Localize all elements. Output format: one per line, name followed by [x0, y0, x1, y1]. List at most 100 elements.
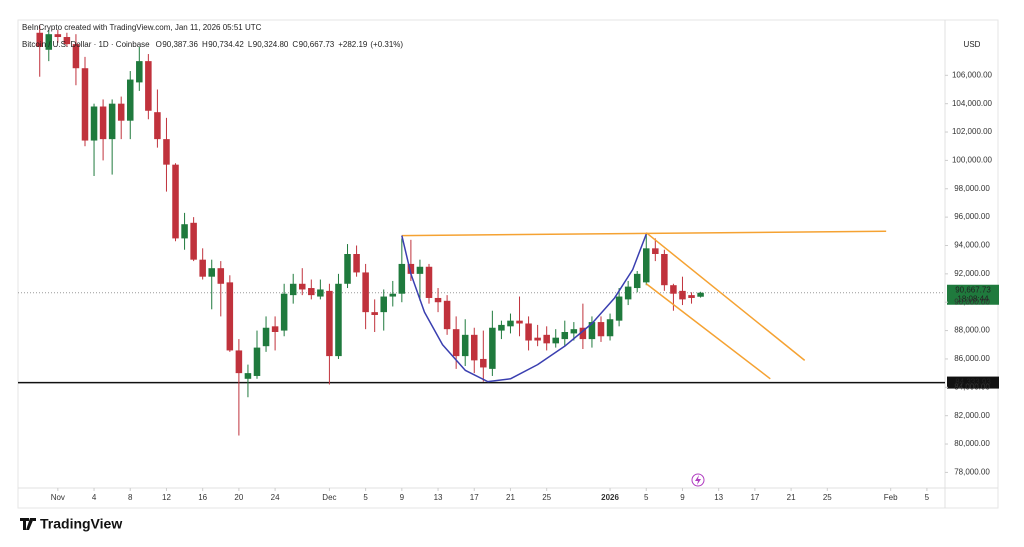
candle-body [253, 347, 261, 376]
y-tick-label: 102,000.00 [952, 127, 993, 136]
y-tick-label: 94,000.00 [954, 241, 990, 250]
candle-body [317, 289, 324, 297]
candle-body [597, 322, 605, 337]
x-tick-label: 13 [434, 493, 443, 502]
candle-body [398, 263, 406, 294]
candle-body [81, 68, 89, 141]
symbol-label: Bitcoin / U.S. Dollar · 1D · Coinbase [22, 40, 150, 49]
candle-body [470, 334, 478, 361]
candle-body [181, 224, 188, 239]
candle-body [280, 293, 288, 331]
candle-body [54, 34, 62, 38]
candle-body [516, 320, 523, 324]
x-tick-label: 9 [680, 493, 685, 502]
candle-body [126, 79, 134, 121]
y-tick-label: 106,000.00 [952, 70, 993, 79]
candle-body [136, 61, 143, 83]
x-tick-label: 17 [470, 493, 479, 502]
brand-logo: TradingView [20, 516, 122, 532]
candle-body [199, 259, 206, 277]
legend-value: 90,667.73 [299, 40, 335, 49]
x-tick-label: 25 [542, 493, 551, 502]
candle-body [606, 319, 614, 337]
candle-body [235, 350, 243, 374]
y-tick-label: 82,000.00 [954, 411, 990, 420]
candle-body [154, 112, 161, 140]
y-tick-label: 78,000.00 [954, 468, 990, 477]
chart-frame [17, 19, 999, 509]
x-tick-label: Dec [322, 493, 336, 502]
x-tick-label: Feb [884, 493, 898, 502]
candle-body [226, 282, 234, 351]
candle-body [63, 37, 71, 45]
x-tick-label: 4 [92, 493, 97, 502]
candle-body [90, 106, 98, 141]
candle-body [633, 273, 641, 289]
candle-body [45, 34, 53, 50]
x-tick-label: 21 [787, 493, 796, 502]
candle-body [244, 373, 252, 379]
candle-body [452, 329, 460, 357]
countdown-label: 18:08:44 [957, 294, 989, 303]
candle-body [407, 263, 415, 274]
candle-body [688, 295, 695, 298]
x-tick-label: 21 [506, 493, 515, 502]
legend-value: 90,387.36 [162, 40, 198, 49]
legend-key: O [156, 40, 162, 49]
candle-body [289, 283, 297, 296]
candle-body [262, 327, 270, 347]
legend-key: L [248, 40, 253, 49]
x-tick-label: 9 [400, 493, 405, 502]
candle-body [534, 337, 541, 341]
legend-value: 90,734.42 [208, 40, 244, 49]
y-tick-label: 84,000.00 [954, 382, 990, 391]
plot-area [18, 25, 945, 436]
x-tick-label: 12 [162, 493, 171, 502]
candle-body [344, 254, 351, 284]
candle-body [217, 268, 225, 284]
y-tick-label: 80,000.00 [954, 439, 990, 448]
candle-body [579, 327, 587, 340]
candle-body [624, 286, 632, 300]
y-tick-label: 98,000.00 [954, 184, 990, 193]
candle-body [362, 272, 369, 313]
candle-body [670, 285, 677, 294]
candle-body [190, 222, 197, 260]
x-tick-label: 5 [925, 493, 930, 502]
y-tick-label: 92,000.00 [954, 269, 990, 278]
candle-body [615, 296, 623, 321]
y-tick-label: 96,000.00 [954, 212, 990, 221]
legend-value: (+0.31%) [370, 40, 403, 49]
candle-body [507, 320, 514, 327]
x-tick-label: Nov [51, 493, 65, 502]
candle-body [416, 266, 424, 274]
brand-name: TradingView [40, 516, 122, 532]
x-tick-label: 5 [644, 493, 649, 502]
x-tick-label: 13 [714, 493, 723, 502]
last-price-box [947, 284, 999, 305]
y-tick-label: 100,000.00 [952, 156, 993, 165]
legend-key: H [202, 40, 208, 49]
candle-body [443, 300, 451, 330]
candle-body [679, 290, 686, 300]
support-price-label: 84,333.93 [955, 378, 991, 387]
trend-drawing [645, 232, 806, 361]
currency-label: USD [964, 40, 981, 49]
y-tick-label: 86,000.00 [954, 354, 990, 363]
candle-body [498, 324, 505, 331]
candle-body [335, 283, 342, 357]
candle-body [298, 283, 306, 290]
x-tick-label: 17 [750, 493, 759, 502]
y-tick-label: 104,000.00 [952, 99, 993, 108]
legend-key: +282.19 [338, 40, 368, 49]
candle-body [72, 44, 80, 69]
candle-body [588, 322, 596, 340]
last-price-label: 90,667.73 [955, 285, 991, 294]
support-price-box [947, 376, 999, 389]
x-tick-label: 24 [271, 493, 280, 502]
candle-body [326, 290, 333, 357]
candle-body [389, 293, 397, 297]
candle-body [570, 329, 578, 334]
